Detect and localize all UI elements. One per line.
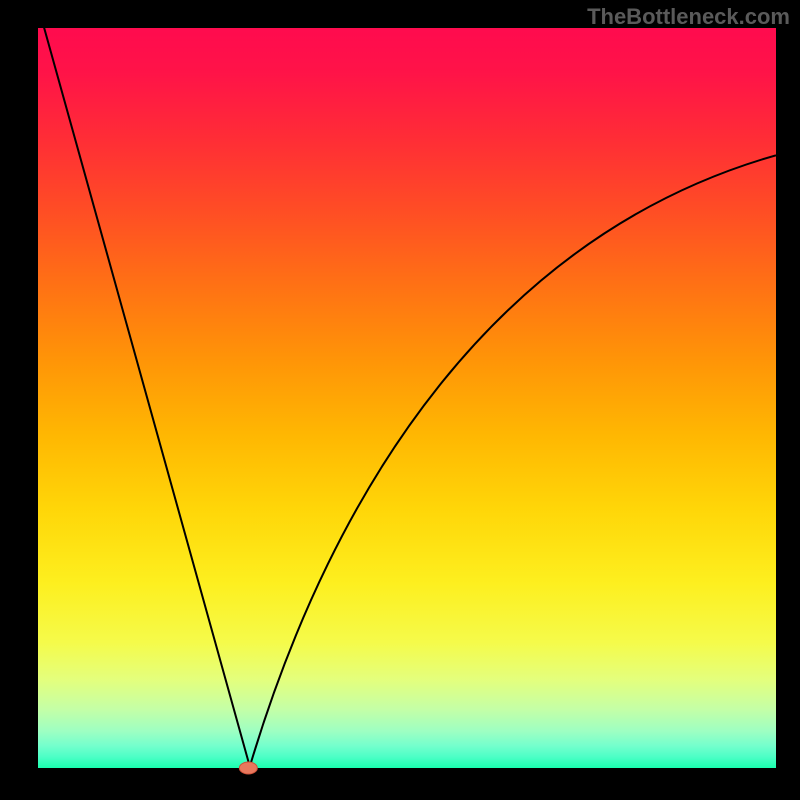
bottleneck-chart bbox=[0, 0, 800, 800]
chart-container: { "watermark": { "text": "TheBottleneck.… bbox=[0, 0, 800, 800]
chart-background bbox=[38, 28, 776, 768]
watermark-text: TheBottleneck.com bbox=[587, 4, 790, 30]
minimum-marker bbox=[239, 762, 257, 774]
